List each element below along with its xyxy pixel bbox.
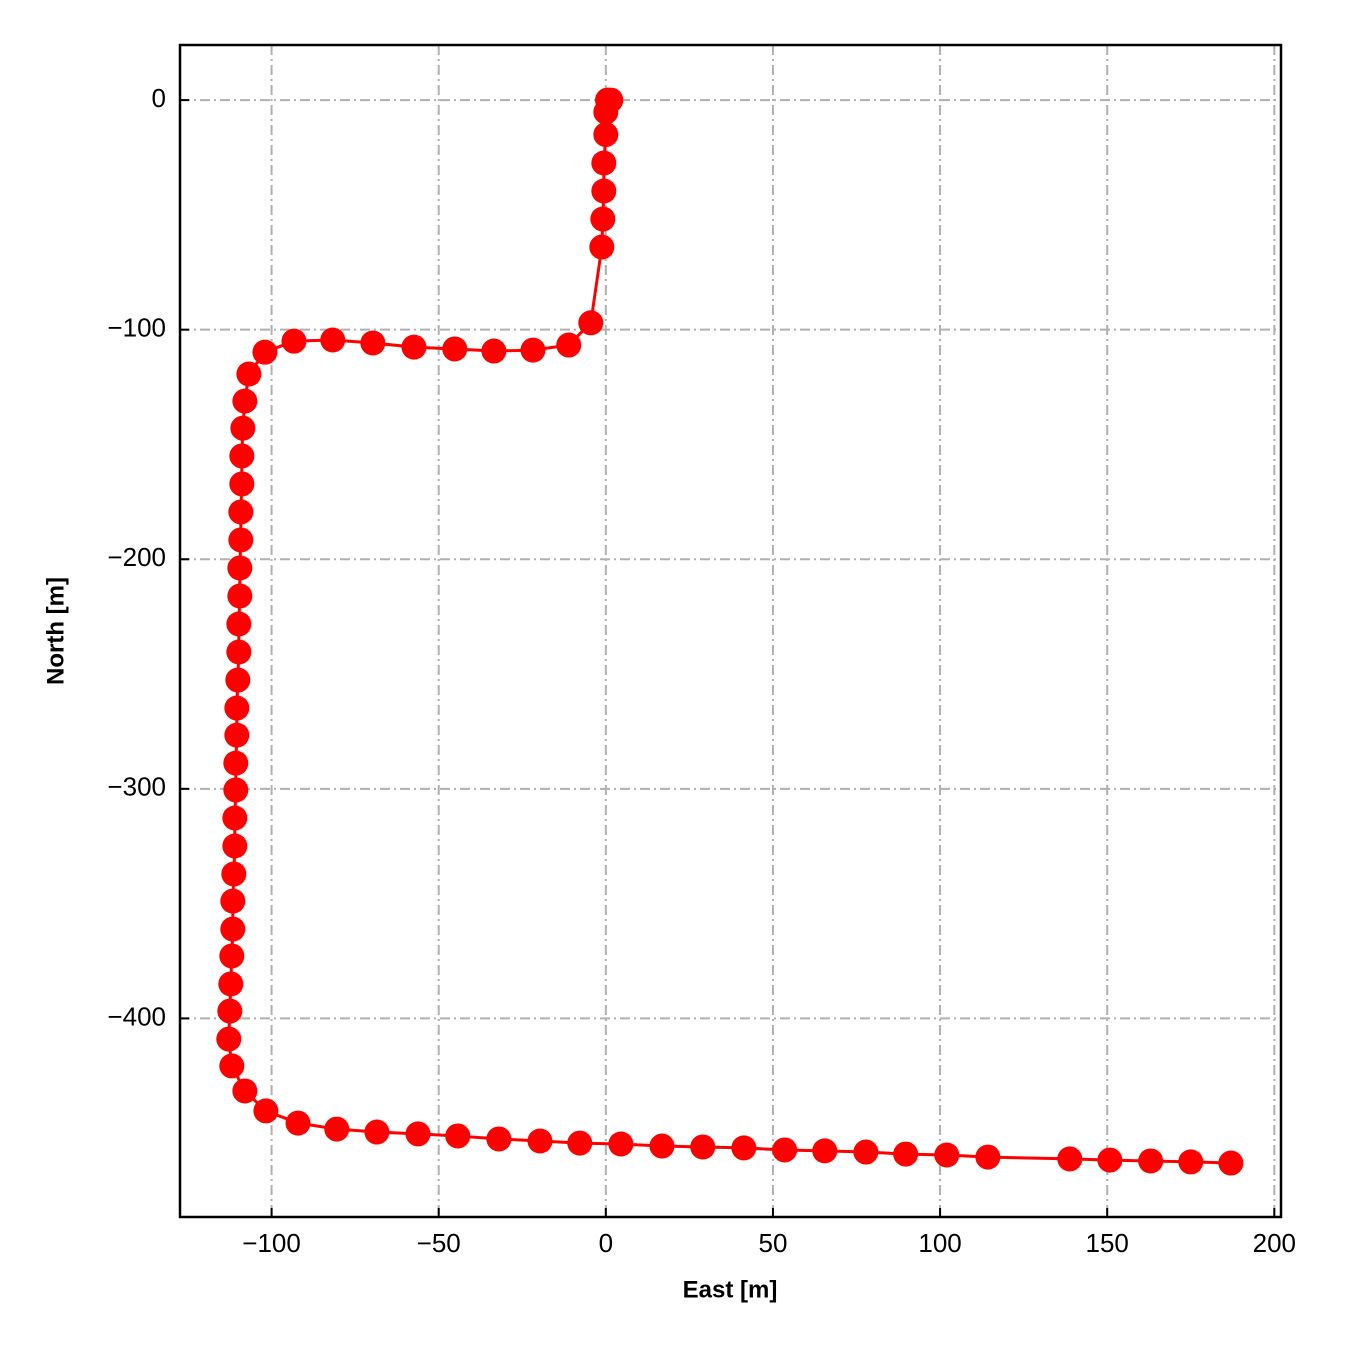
marker: [253, 1098, 279, 1124]
x-tick-label: 0: [599, 1228, 613, 1258]
marker: [590, 206, 616, 232]
y-tick-label: −200: [107, 542, 166, 572]
marker: [731, 1135, 757, 1161]
marker: [226, 639, 252, 665]
marker: [481, 338, 507, 364]
marker: [527, 1128, 553, 1154]
marker: [219, 943, 245, 969]
marker: [812, 1138, 838, 1164]
marker: [227, 583, 253, 609]
marker: [589, 234, 615, 260]
marker: [591, 178, 617, 204]
marker: [567, 1130, 593, 1156]
marker: [593, 99, 619, 125]
marker: [229, 471, 255, 497]
x-tick-label: 200: [1253, 1228, 1296, 1258]
x-tick-label: −100: [242, 1228, 301, 1258]
marker: [232, 388, 258, 414]
marker: [217, 998, 243, 1024]
marker: [520, 337, 546, 363]
marker: [445, 1123, 471, 1149]
marker: [975, 1144, 1001, 1170]
marker: [230, 415, 256, 441]
x-axis-label: East [m]: [683, 1276, 778, 1303]
marker: [853, 1139, 879, 1165]
marker: [442, 336, 468, 362]
marker: [578, 310, 604, 336]
marker: [593, 122, 619, 148]
marker: [486, 1126, 512, 1152]
marker: [216, 1026, 242, 1052]
marker: [220, 916, 246, 942]
marker: [649, 1133, 675, 1159]
y-tick-label: −300: [107, 772, 166, 802]
marker: [228, 499, 254, 525]
marker: [228, 527, 254, 553]
marker: [556, 332, 582, 358]
x-tick-label: 50: [758, 1228, 787, 1258]
x-tick-label: 100: [918, 1228, 961, 1258]
marker: [1218, 1150, 1244, 1176]
marker: [225, 667, 251, 693]
marker: [220, 888, 246, 914]
marker: [405, 1121, 431, 1147]
marker: [221, 861, 247, 887]
marker: [224, 695, 250, 721]
marker: [1178, 1149, 1204, 1175]
x-tick-label: −50: [417, 1228, 461, 1258]
marker: [224, 722, 250, 748]
marker: [320, 327, 346, 353]
marker: [1097, 1147, 1123, 1173]
marker: [1138, 1148, 1164, 1174]
marker: [285, 1110, 311, 1136]
plot-frame: [178, 43, 1283, 1219]
marker: [222, 833, 248, 859]
marker: [591, 150, 617, 176]
marker: [223, 750, 249, 776]
marker: [223, 777, 249, 803]
marker: [893, 1141, 919, 1167]
marker: [401, 334, 427, 360]
marker: [934, 1142, 960, 1168]
marker: [226, 611, 252, 637]
y-axis-label: North [m]: [42, 577, 69, 685]
trajectory-line: [227, 98, 1231, 1165]
marker: [772, 1137, 798, 1163]
marker: [232, 1078, 258, 1104]
y-tick-label: −400: [107, 1001, 166, 1031]
y-tick-label: 0: [152, 83, 166, 113]
y-tick-label: −100: [107, 313, 166, 343]
marker: [236, 361, 262, 387]
marker: [222, 805, 248, 831]
marker: [227, 555, 253, 581]
marker: [1057, 1146, 1083, 1172]
marker: [324, 1116, 350, 1142]
marker: [364, 1119, 390, 1145]
marker: [218, 971, 244, 997]
marker: [229, 443, 255, 469]
marker: [690, 1134, 716, 1160]
marker: [281, 328, 307, 354]
x-tick-label: 150: [1085, 1228, 1128, 1258]
marker: [608, 1131, 634, 1157]
marker: [252, 339, 278, 365]
marker: [360, 330, 386, 356]
marker: [219, 1053, 245, 1079]
